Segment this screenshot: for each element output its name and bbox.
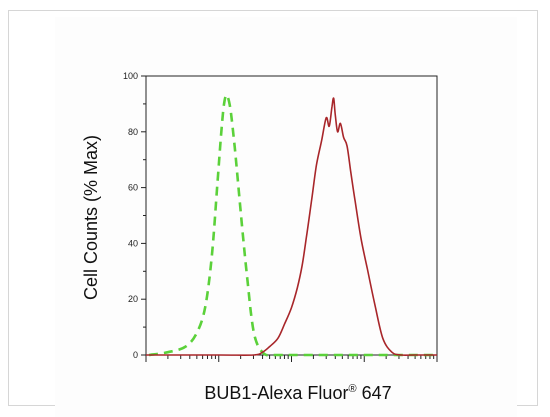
- series-line-1: [148, 93, 437, 357]
- x-axis-title-registered: ®: [348, 383, 356, 395]
- y-tick-label-60: 60: [128, 183, 138, 193]
- y-tick-label-40: 40: [128, 238, 138, 248]
- series-line-2: [146, 97, 437, 357]
- y-tick-label-80: 80: [128, 127, 138, 137]
- chart-panel: [55, 17, 517, 417]
- y-axis-title: Cell Counts (% Max): [81, 135, 101, 300]
- y-tick-label-100: 100: [123, 71, 138, 81]
- x-axis-title-main: BUB1-Alexa Fluor: [204, 383, 348, 403]
- series-group: [146, 93, 437, 357]
- y-ticks: 0 20 40 60 80 100: [123, 71, 146, 360]
- axes: [145, 75, 438, 356]
- y-tick-label-20: 20: [128, 294, 138, 304]
- plot-frame: [145, 75, 438, 356]
- x-axis-title: BUB1-Alexa Fluor® 647: [204, 383, 391, 403]
- y-tick-label-0: 0: [133, 350, 138, 360]
- x-axis-title-suffix: 647: [357, 383, 392, 403]
